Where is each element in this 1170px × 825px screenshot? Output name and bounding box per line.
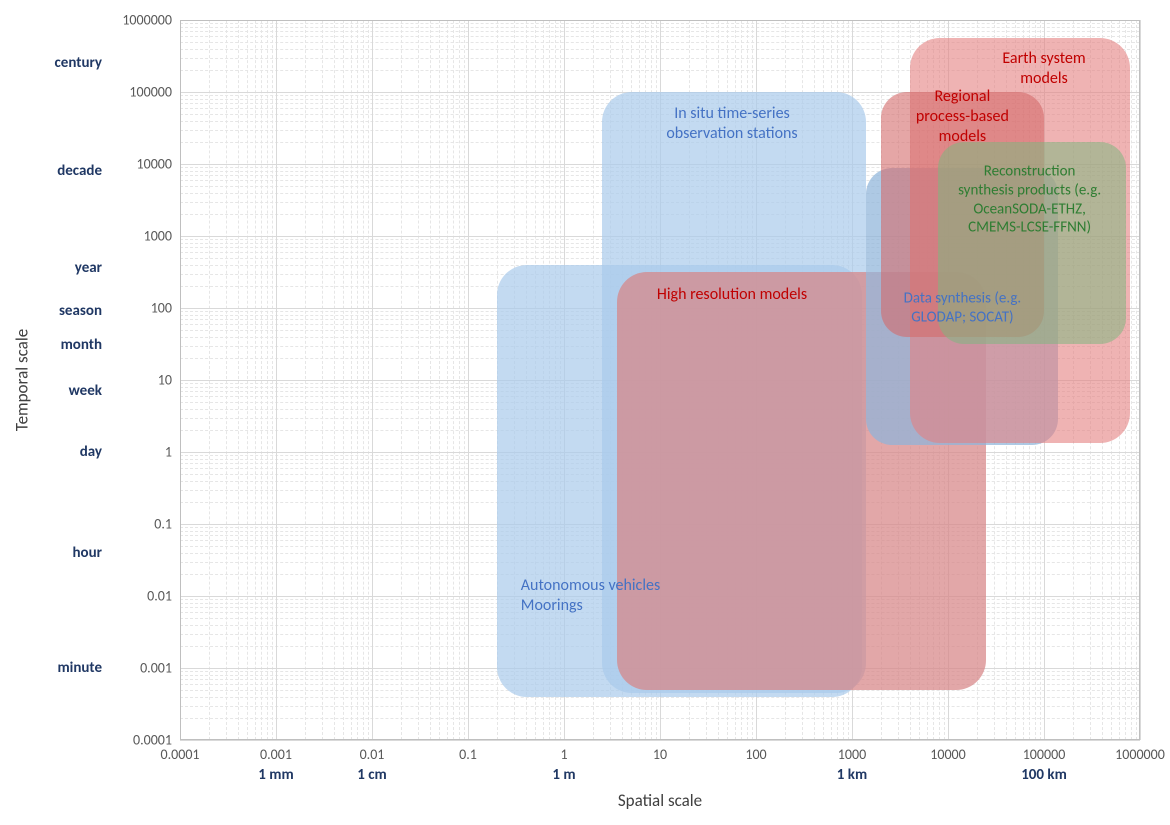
x-secondary-label: 1 m	[552, 766, 575, 784]
x-tick-label: 10	[653, 746, 667, 763]
x-tick-label: 1	[560, 746, 567, 763]
y-tick-label: 1000	[144, 228, 172, 245]
y-axis-title: Temporal scale	[12, 329, 33, 431]
x-tick-label: 0.0001	[160, 746, 199, 763]
y-tick-label: 100000	[129, 84, 172, 101]
lbl-regional: Regional process-based models	[916, 87, 1009, 147]
x-tick-label: 0.1	[459, 746, 477, 763]
y-secondary-label: hour	[73, 544, 103, 562]
x-tick-label: 100	[745, 746, 766, 763]
gridline-major-h	[180, 20, 1140, 21]
y-tick-label: 0.1	[154, 516, 172, 533]
lbl-data-syn: Data synthesis (e.g. GLODAP; SOCAT)	[904, 289, 1022, 327]
y-tick-label: 10000	[137, 156, 172, 173]
y-secondary-label: century	[55, 54, 103, 72]
gridline-major-h	[180, 740, 1140, 741]
x-tick-label: 0.01	[360, 746, 385, 763]
x-secondary-label: 1 cm	[357, 766, 386, 784]
y-tick-label: 0.0001	[133, 732, 172, 749]
y-tick-label: 1	[165, 444, 172, 461]
y-tick-label: 0.001	[140, 660, 172, 677]
x-axis-title: Spatial scale	[618, 790, 702, 811]
lbl-recon: Reconstruction synthesis products (e.g. …	[958, 163, 1101, 238]
y-secondary-label: month	[61, 336, 102, 354]
x-tick-label: 1000	[838, 746, 866, 763]
y-secondary-label: day	[80, 443, 102, 461]
y-tick-label: 0.01	[147, 588, 172, 605]
x-secondary-label: 1 mm	[258, 766, 293, 784]
y-secondary-label: week	[69, 382, 102, 400]
lbl-auto-moor: Autonomous vehicles Moorings	[521, 576, 660, 616]
chart-stage: In situ time-series observation stations…	[0, 0, 1170, 825]
x-tick-label: 100000	[1023, 746, 1066, 763]
y-tick-label: 1000000	[122, 12, 172, 29]
gridline-major-v	[1140, 20, 1141, 740]
lbl-high-res: High resolution models	[657, 285, 807, 305]
y-tick-label: 100	[151, 300, 172, 317]
x-tick-label: 10000	[930, 746, 965, 763]
y-secondary-label: minute	[57, 659, 102, 677]
y-secondary-label: season	[59, 302, 102, 320]
y-secondary-label: year	[75, 259, 102, 277]
x-tick-label: 1000000	[1115, 746, 1165, 763]
plot-area: In situ time-series observation stations…	[180, 20, 1140, 740]
lbl-in-situ: In situ time-series observation stations	[666, 104, 797, 144]
y-tick-label: 10	[158, 372, 172, 389]
x-secondary-label: 1 km	[837, 766, 867, 784]
x-tick-label: 0.001	[260, 746, 292, 763]
x-secondary-label: 100 km	[1021, 766, 1067, 784]
y-secondary-label: decade	[57, 162, 102, 180]
lbl-earth-sys: Earth system models	[1002, 49, 1085, 89]
